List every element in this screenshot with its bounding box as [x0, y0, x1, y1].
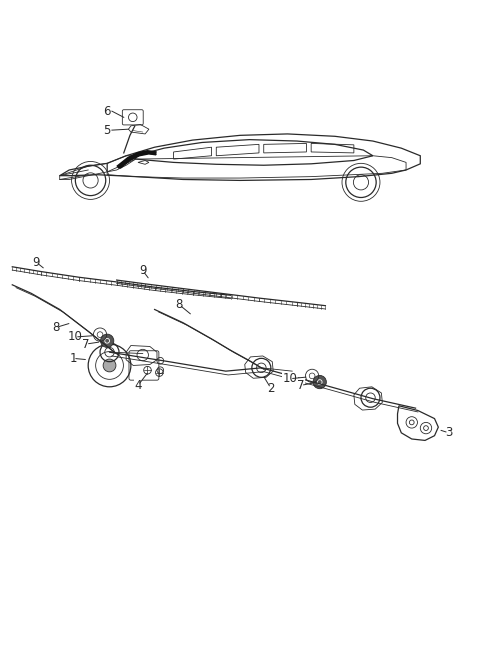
Text: 4: 4 — [134, 379, 142, 392]
Text: 7: 7 — [82, 337, 90, 350]
Text: 10: 10 — [282, 372, 297, 385]
Text: 9: 9 — [32, 255, 40, 269]
Text: 1: 1 — [69, 352, 77, 365]
Text: 9: 9 — [139, 264, 146, 277]
Text: 10: 10 — [68, 331, 83, 343]
Text: 6: 6 — [104, 105, 111, 118]
Text: 3: 3 — [445, 426, 453, 440]
Text: 5: 5 — [104, 124, 111, 137]
Circle shape — [100, 334, 114, 347]
Text: 8: 8 — [52, 321, 60, 334]
Text: 2: 2 — [267, 382, 275, 395]
Polygon shape — [119, 152, 156, 168]
Circle shape — [103, 359, 116, 372]
Text: 7: 7 — [297, 379, 304, 392]
Circle shape — [313, 375, 326, 388]
Text: 8: 8 — [176, 298, 183, 311]
